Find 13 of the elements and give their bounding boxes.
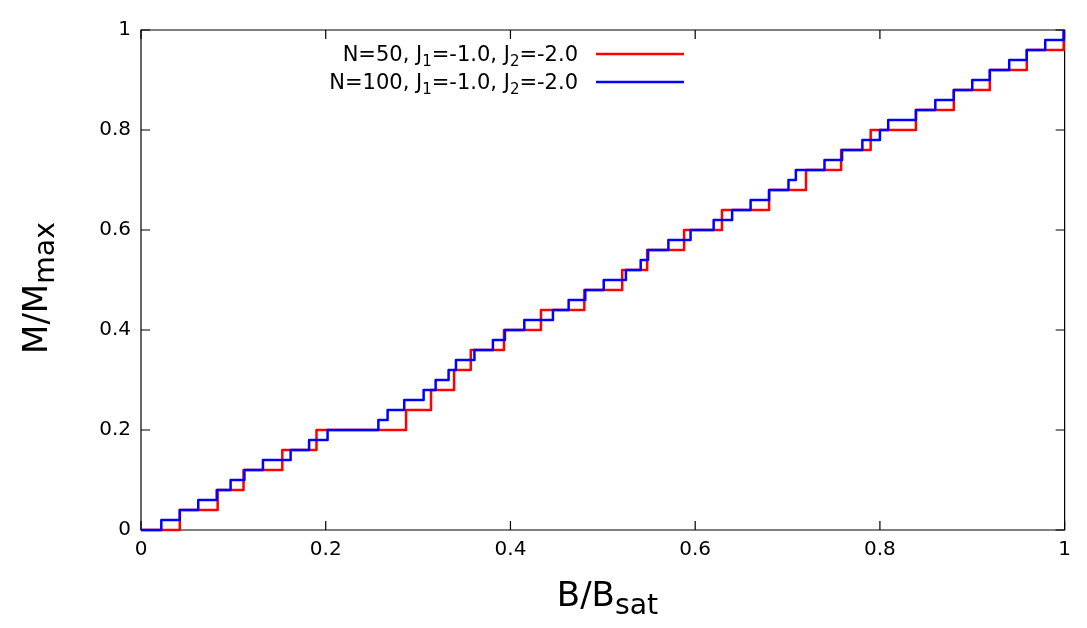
x-tick-label: 0 (134, 536, 148, 561)
x-tick-label: 0.6 (679, 536, 712, 561)
x-tick-label: 0.2 (309, 536, 342, 561)
x-tick-label: 1 (1058, 536, 1071, 561)
y-tick-label: 0.2 (99, 416, 131, 441)
y-tick-label: 1 (118, 16, 131, 41)
x-tick-label: 0.8 (864, 536, 896, 561)
y-tick-label: 0 (118, 516, 131, 541)
y-tick-label: 0.4 (99, 316, 131, 341)
x-tick-label: 0.4 (494, 536, 527, 561)
x-axis-title: B/B$_{sat}$ (555, 574, 660, 621)
y-tick-label: 0.6 (99, 216, 131, 241)
y-tick-label: 0.8 (99, 116, 131, 141)
